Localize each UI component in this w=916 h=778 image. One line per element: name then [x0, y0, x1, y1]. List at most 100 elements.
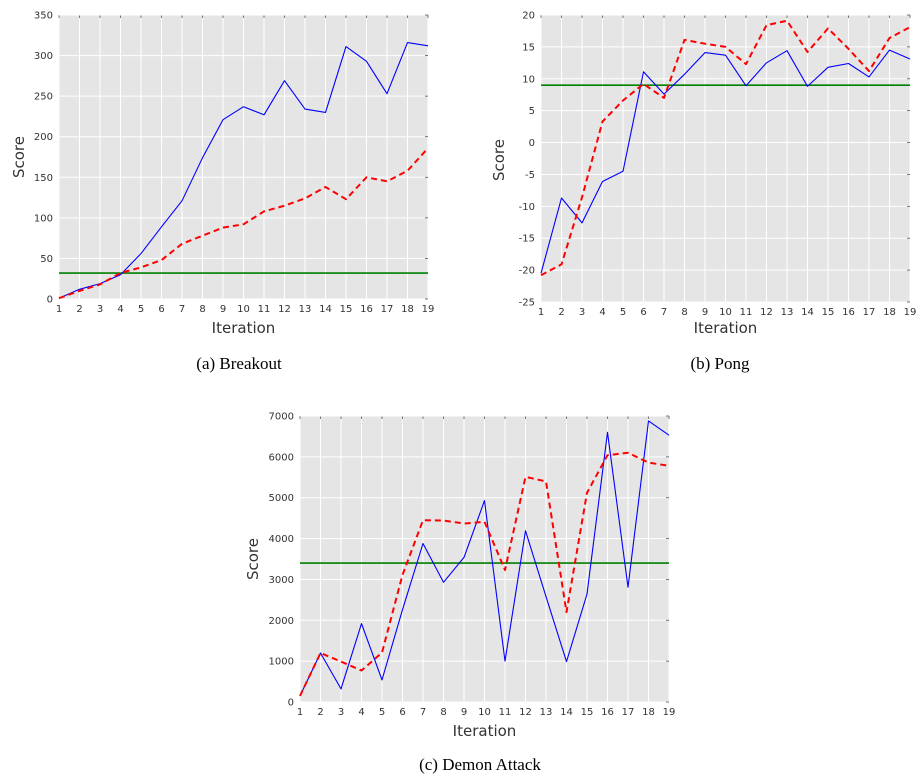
- x-tick-label: 3: [97, 304, 103, 315]
- x-tick-label: 15: [340, 304, 353, 315]
- chart-caption: (a) Breakout: [196, 354, 282, 373]
- y-tick-labels: -25 -20 -15 -10 -5 0 5 10 15 20: [519, 11, 535, 309]
- x-tick-label: 19: [422, 304, 435, 315]
- y-tick-labels: 0 50 100 150 200 250 300 350: [34, 11, 53, 306]
- x-axis-label: Iteration: [694, 319, 758, 337]
- y-tick-label: 250: [34, 92, 53, 103]
- chart-panel-demon-attack: 1 2 3 4 5 6 7 8 9 10 11 12 13 14 15 16 17 18 19 0100020003…: [244, 412, 675, 775]
- data-series: [58, 42, 429, 300]
- x-tick-label: 5: [138, 304, 144, 315]
- dashed-series-line: [540, 19, 911, 277]
- x-tick-label: 9: [702, 307, 708, 318]
- x-tick-label: 1: [56, 304, 62, 315]
- grid-lines: [540, 14, 911, 303]
- x-tick-label: 12: [519, 707, 532, 718]
- y-tick-label: 7000: [269, 412, 294, 423]
- x-tick-label: 18: [401, 304, 414, 315]
- y-tick-label: 1000: [269, 657, 294, 668]
- y-tick-label: 0: [47, 295, 53, 306]
- x-tick-label: 16: [601, 707, 614, 718]
- y-tick-label: 300: [34, 51, 53, 62]
- y-tick-label: 200: [34, 132, 53, 143]
- x-tick-label: 3: [579, 307, 585, 318]
- x-tick-label: 11: [499, 707, 512, 718]
- dashed-series-line: [58, 147, 429, 300]
- x-tick-label: 1: [538, 307, 544, 318]
- data-series: [540, 19, 911, 277]
- y-tick-label: 100: [34, 213, 53, 224]
- solid-series-line: [58, 42, 429, 299]
- x-tick-label: 16: [842, 307, 855, 318]
- y-tick-label: 3000: [269, 575, 294, 586]
- x-tick-labels: 1 2 3 4 5 6 7 8 9 10 11 12 13 14 15 16 17 18 19: [297, 707, 676, 718]
- x-tick-label: 18: [642, 707, 655, 718]
- x-tick-label: 8: [681, 307, 687, 318]
- x-tick-label: 10: [237, 304, 250, 315]
- solid-series-line: [299, 420, 670, 697]
- x-tick-label: 8: [199, 304, 205, 315]
- x-tick-label: 18: [883, 307, 896, 318]
- y-tick-label: 2000: [269, 616, 294, 627]
- x-tick-label: 2: [558, 307, 564, 318]
- y-tick-label: 10: [522, 74, 535, 85]
- x-tick-label: 14: [801, 307, 814, 318]
- y-tick-label: -15: [519, 234, 535, 245]
- x-tick-label: 7: [661, 307, 667, 318]
- x-axis-label: Iteration: [453, 722, 517, 740]
- y-tick-label: 20: [522, 11, 535, 22]
- x-tick-label: 13: [299, 304, 312, 315]
- x-tick-label: 2: [76, 304, 82, 315]
- y-tick-label: 50: [40, 254, 53, 265]
- solid-series-line: [540, 49, 911, 274]
- x-tick-label: 11: [740, 307, 753, 318]
- y-tick-label: -10: [519, 202, 535, 213]
- x-tick-label: 4: [358, 707, 364, 718]
- chart-caption: (b) Pong: [690, 354, 750, 373]
- x-tick-label: 5: [379, 707, 385, 718]
- x-tick-label: 7: [179, 304, 185, 315]
- x-tick-label: 6: [158, 304, 164, 315]
- x-tick-label: 19: [663, 707, 676, 718]
- data-series: [299, 420, 670, 697]
- x-tick-label: 5: [620, 307, 626, 318]
- x-tick-label: 13: [781, 307, 794, 318]
- x-tick-label: 17: [863, 307, 876, 318]
- x-tick-label: 15: [822, 307, 835, 318]
- x-tick-label: 1: [297, 707, 303, 718]
- y-tick-label: 5000: [269, 493, 294, 504]
- x-tick-label: 14: [560, 707, 573, 718]
- x-tick-label: 19: [904, 307, 916, 318]
- y-tick-label: 0: [288, 698, 294, 709]
- x-tick-label: 4: [117, 304, 123, 315]
- y-tick-label: 6000: [269, 452, 294, 463]
- x-tick-labels: 1 2 3 4 5 6 7 8 9 10 11 12 13 14 15 16 17 18 19: [538, 307, 916, 318]
- x-tick-label: 11: [258, 304, 271, 315]
- x-tick-label: 9: [220, 304, 226, 315]
- y-tick-labels: 0 1000 2000 3000 4000 5000 6000 7000: [269, 412, 294, 709]
- x-tick-label: 3: [338, 707, 344, 718]
- y-tick-label: 350: [34, 11, 53, 22]
- y-tick-label: -25: [519, 298, 535, 309]
- x-tick-labels: 1 2 3 4 5 6 7 8 9 10 11 12 13 14 15 16 17 18 19: [56, 304, 435, 315]
- y-axis-label: Score: [490, 139, 508, 181]
- x-tick-label: 17: [622, 707, 635, 718]
- x-tick-label: 14: [319, 304, 332, 315]
- x-tick-label: 12: [760, 307, 773, 318]
- x-tick-label: 6: [399, 707, 405, 718]
- y-tick-label: 15: [522, 42, 535, 53]
- x-tick-label: 8: [440, 707, 446, 718]
- y-axis-label: Score: [244, 538, 262, 580]
- x-tick-label: 6: [640, 307, 646, 318]
- x-tick-label: 17: [381, 304, 394, 315]
- y-tick-label: -20: [519, 266, 535, 277]
- chart-caption: (c) Demon Attack: [419, 755, 541, 774]
- x-tick-label: 2: [317, 707, 323, 718]
- y-tick-label: 4000: [269, 534, 294, 545]
- x-tick-label: 4: [599, 307, 605, 318]
- x-tick-label: 9: [461, 707, 467, 718]
- x-tick-label: 13: [540, 707, 553, 718]
- x-tick-label: 16: [360, 304, 373, 315]
- x-axis-label: Iteration: [212, 319, 276, 337]
- y-tick-label: -5: [525, 170, 535, 181]
